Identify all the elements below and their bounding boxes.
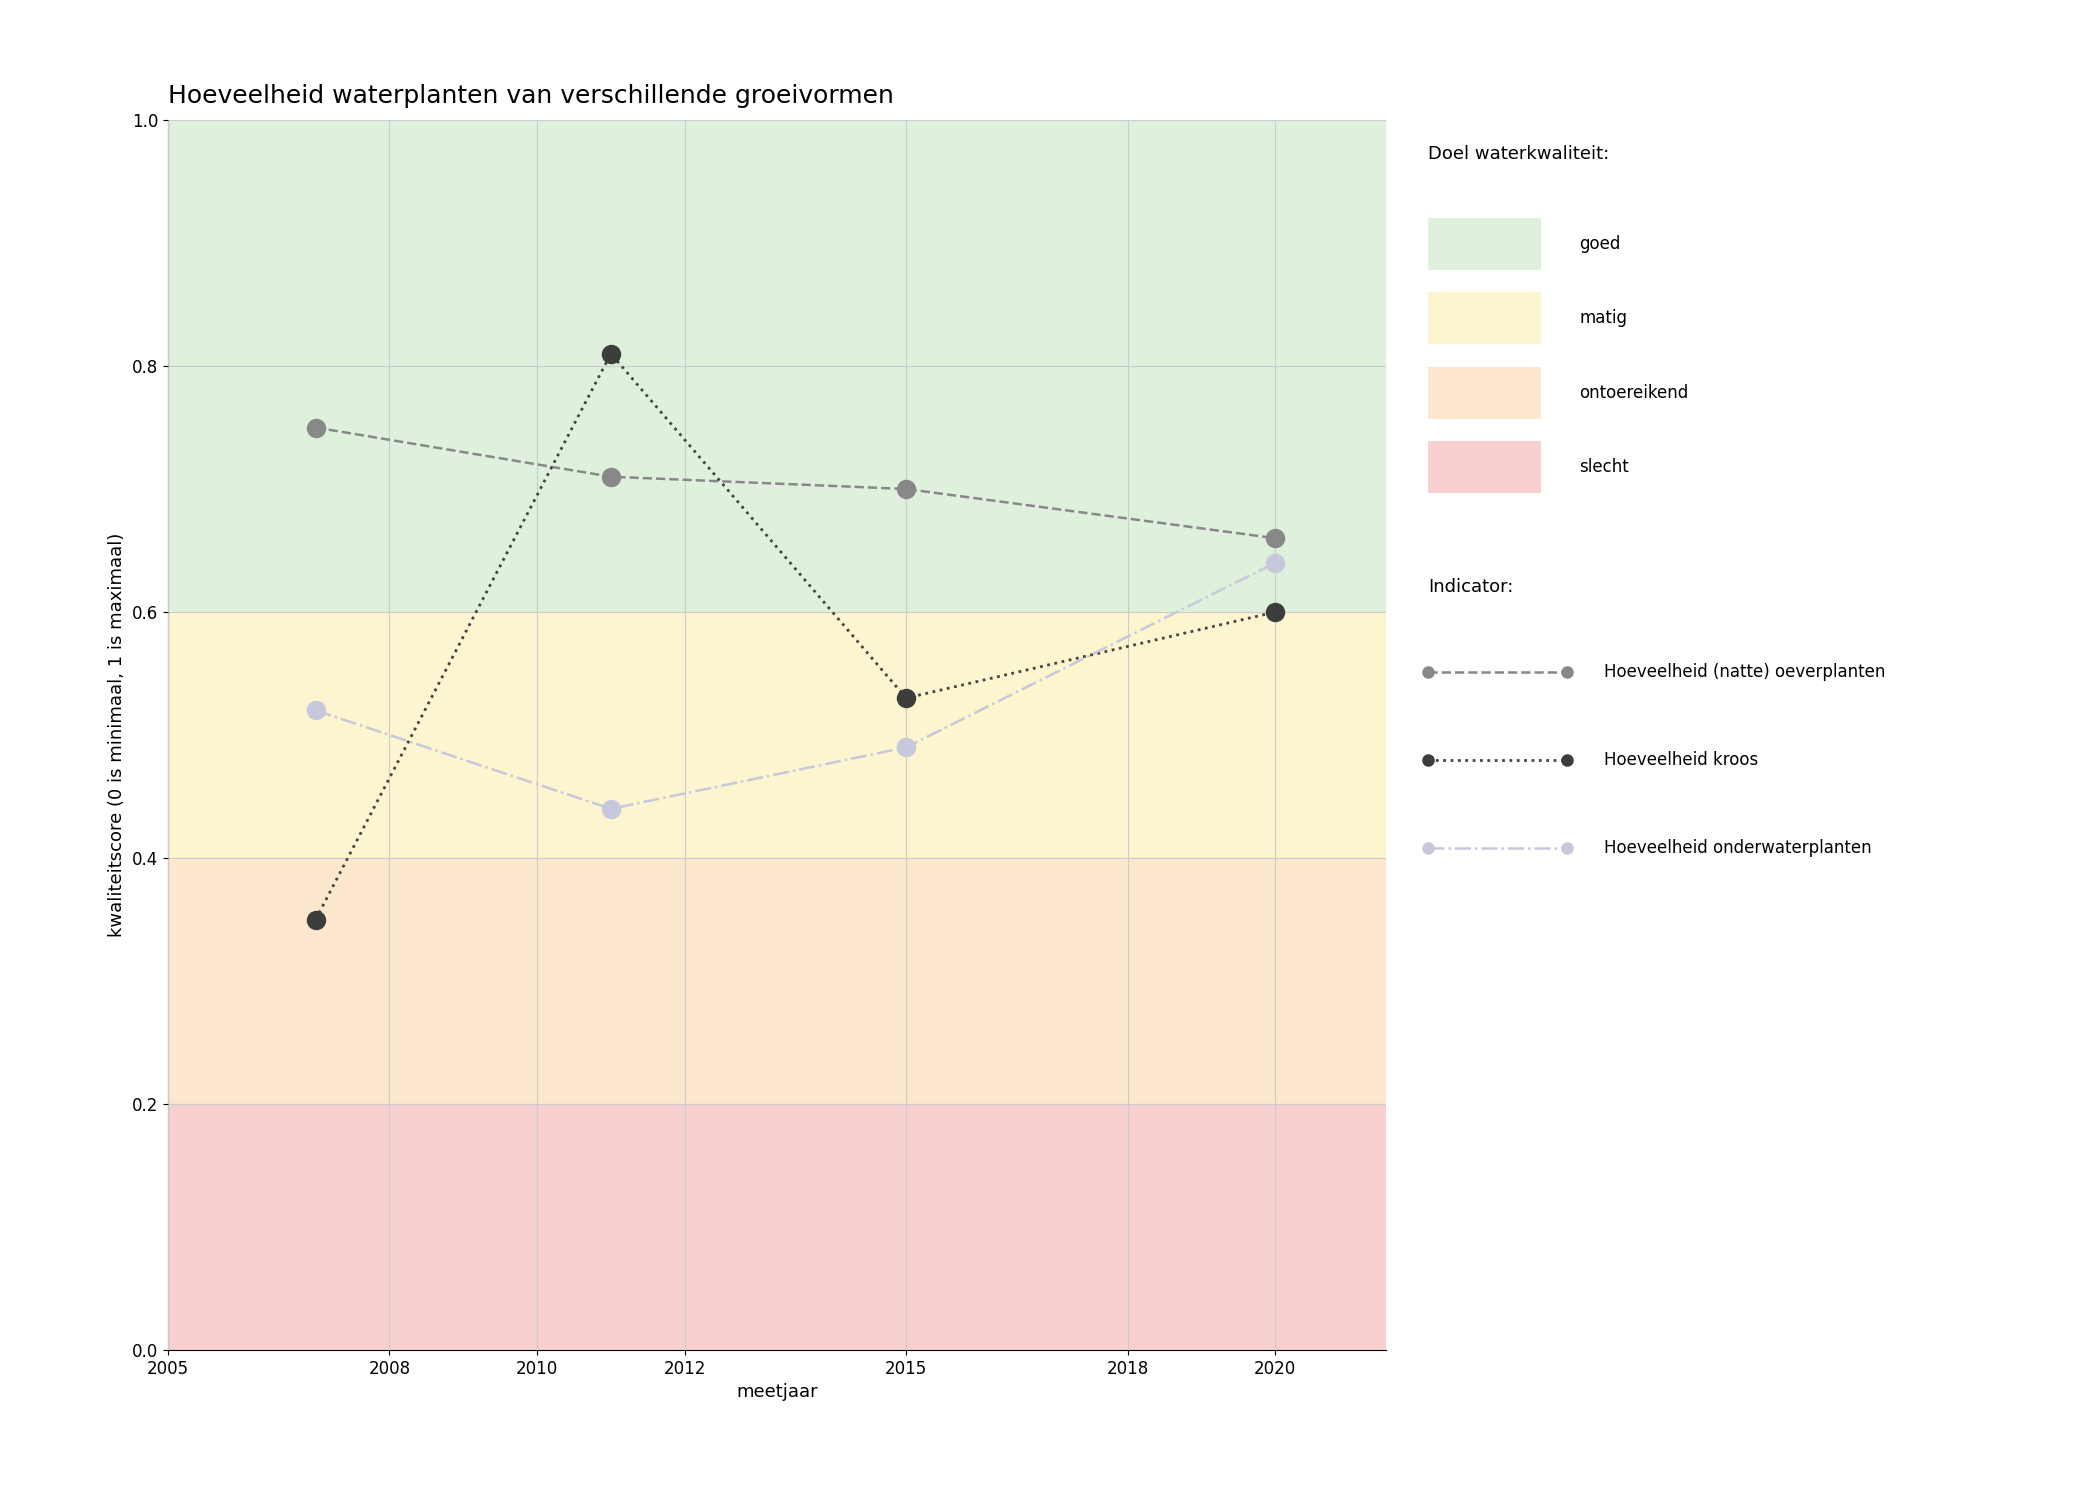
Text: Hoeveelheid kroos: Hoeveelheid kroos	[1604, 750, 1758, 768]
Text: ontoereikend: ontoereikend	[1579, 384, 1688, 402]
Text: Indicator:: Indicator:	[1428, 578, 1514, 596]
Text: slecht: slecht	[1579, 458, 1630, 476]
Y-axis label: kwaliteitscore (0 is minimaal, 1 is maximaal): kwaliteitscore (0 is minimaal, 1 is maxi…	[109, 532, 126, 938]
Bar	[168, 1104, 1386, 1350]
Text: Doel waterkwaliteit:: Doel waterkwaliteit:	[1428, 144, 1609, 162]
Bar	[168, 612, 1386, 858]
Text: Hoeveelheid onderwaterplanten: Hoeveelheid onderwaterplanten	[1604, 839, 1871, 856]
FancyBboxPatch shape	[1428, 292, 1541, 344]
FancyBboxPatch shape	[1428, 217, 1541, 270]
Text: goed: goed	[1579, 236, 1621, 254]
Text: Hoeveelheid waterplanten van verschillende groeivormen: Hoeveelheid waterplanten van verschillen…	[168, 84, 895, 108]
X-axis label: meetjaar: meetjaar	[737, 1383, 817, 1401]
FancyBboxPatch shape	[1428, 441, 1541, 494]
Bar	[168, 120, 1386, 612]
Text: Hoeveelheid (natte) oeverplanten: Hoeveelheid (natte) oeverplanten	[1604, 663, 1886, 681]
Text: matig: matig	[1579, 309, 1628, 327]
Bar	[168, 858, 1386, 1104]
FancyBboxPatch shape	[1428, 368, 1541, 419]
